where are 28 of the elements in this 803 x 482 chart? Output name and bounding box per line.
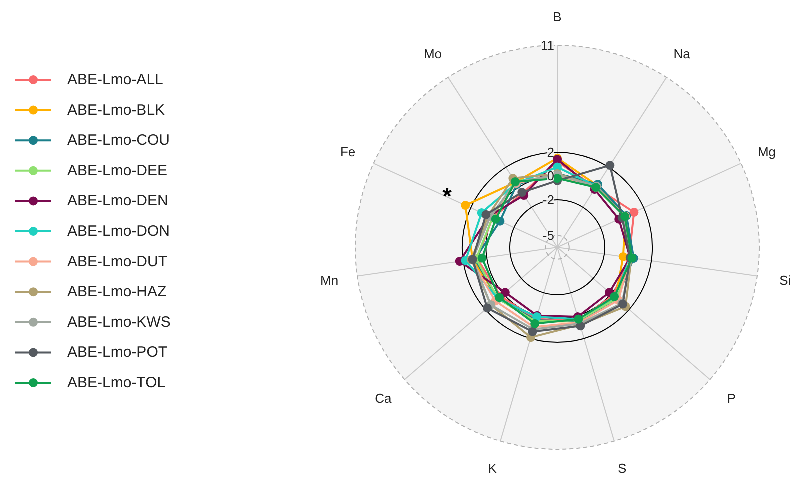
y-tick-label: 2 — [547, 144, 554, 160]
spoke-label: Mn — [320, 272, 339, 288]
legend-label: ABE-Lmo-COU — [68, 132, 170, 150]
legend-label: ABE-Lmo-DON — [68, 223, 170, 240]
y-tick-label: 0 — [547, 168, 554, 184]
legend-label: ABE-Lmo-DEE — [68, 162, 168, 180]
legend-label: ABE-Lmo-ALL — [68, 72, 164, 88]
legend-label: ABE-Lmo-BLK — [68, 102, 166, 119]
spoke-label: Mg — [758, 144, 776, 160]
spoke-label: Ca — [375, 390, 393, 406]
spoke-label: P — [727, 390, 736, 406]
legend-label: ABE-Lmo-HAZ — [68, 284, 167, 301]
legend-label: ABE-Lmo-POT — [68, 344, 168, 362]
y-tick-label: -2 — [542, 192, 554, 208]
spoke-label: Na — [674, 46, 692, 62]
y-tick-label: 11 — [540, 38, 554, 53]
text: * — [442, 184, 452, 211]
legend-label: ABE-Lmo-TOL — [68, 374, 166, 392]
spoke-label: K — [488, 460, 498, 476]
legend-label: ABE-Lmo-DUT — [68, 253, 168, 270]
y-tick-label: -5 — [542, 228, 554, 244]
spoke-label: B — [553, 10, 562, 25]
legend-label: ABE-Lmo-KWS — [68, 314, 171, 331]
spoke-label: S — [618, 460, 628, 476]
spoke-label: Mo — [424, 46, 442, 62]
spoke-label: Fe — [340, 144, 356, 160]
legend-label: ABE-Lmo-DEN — [68, 192, 168, 210]
spoke-label: Si — [780, 272, 792, 288]
